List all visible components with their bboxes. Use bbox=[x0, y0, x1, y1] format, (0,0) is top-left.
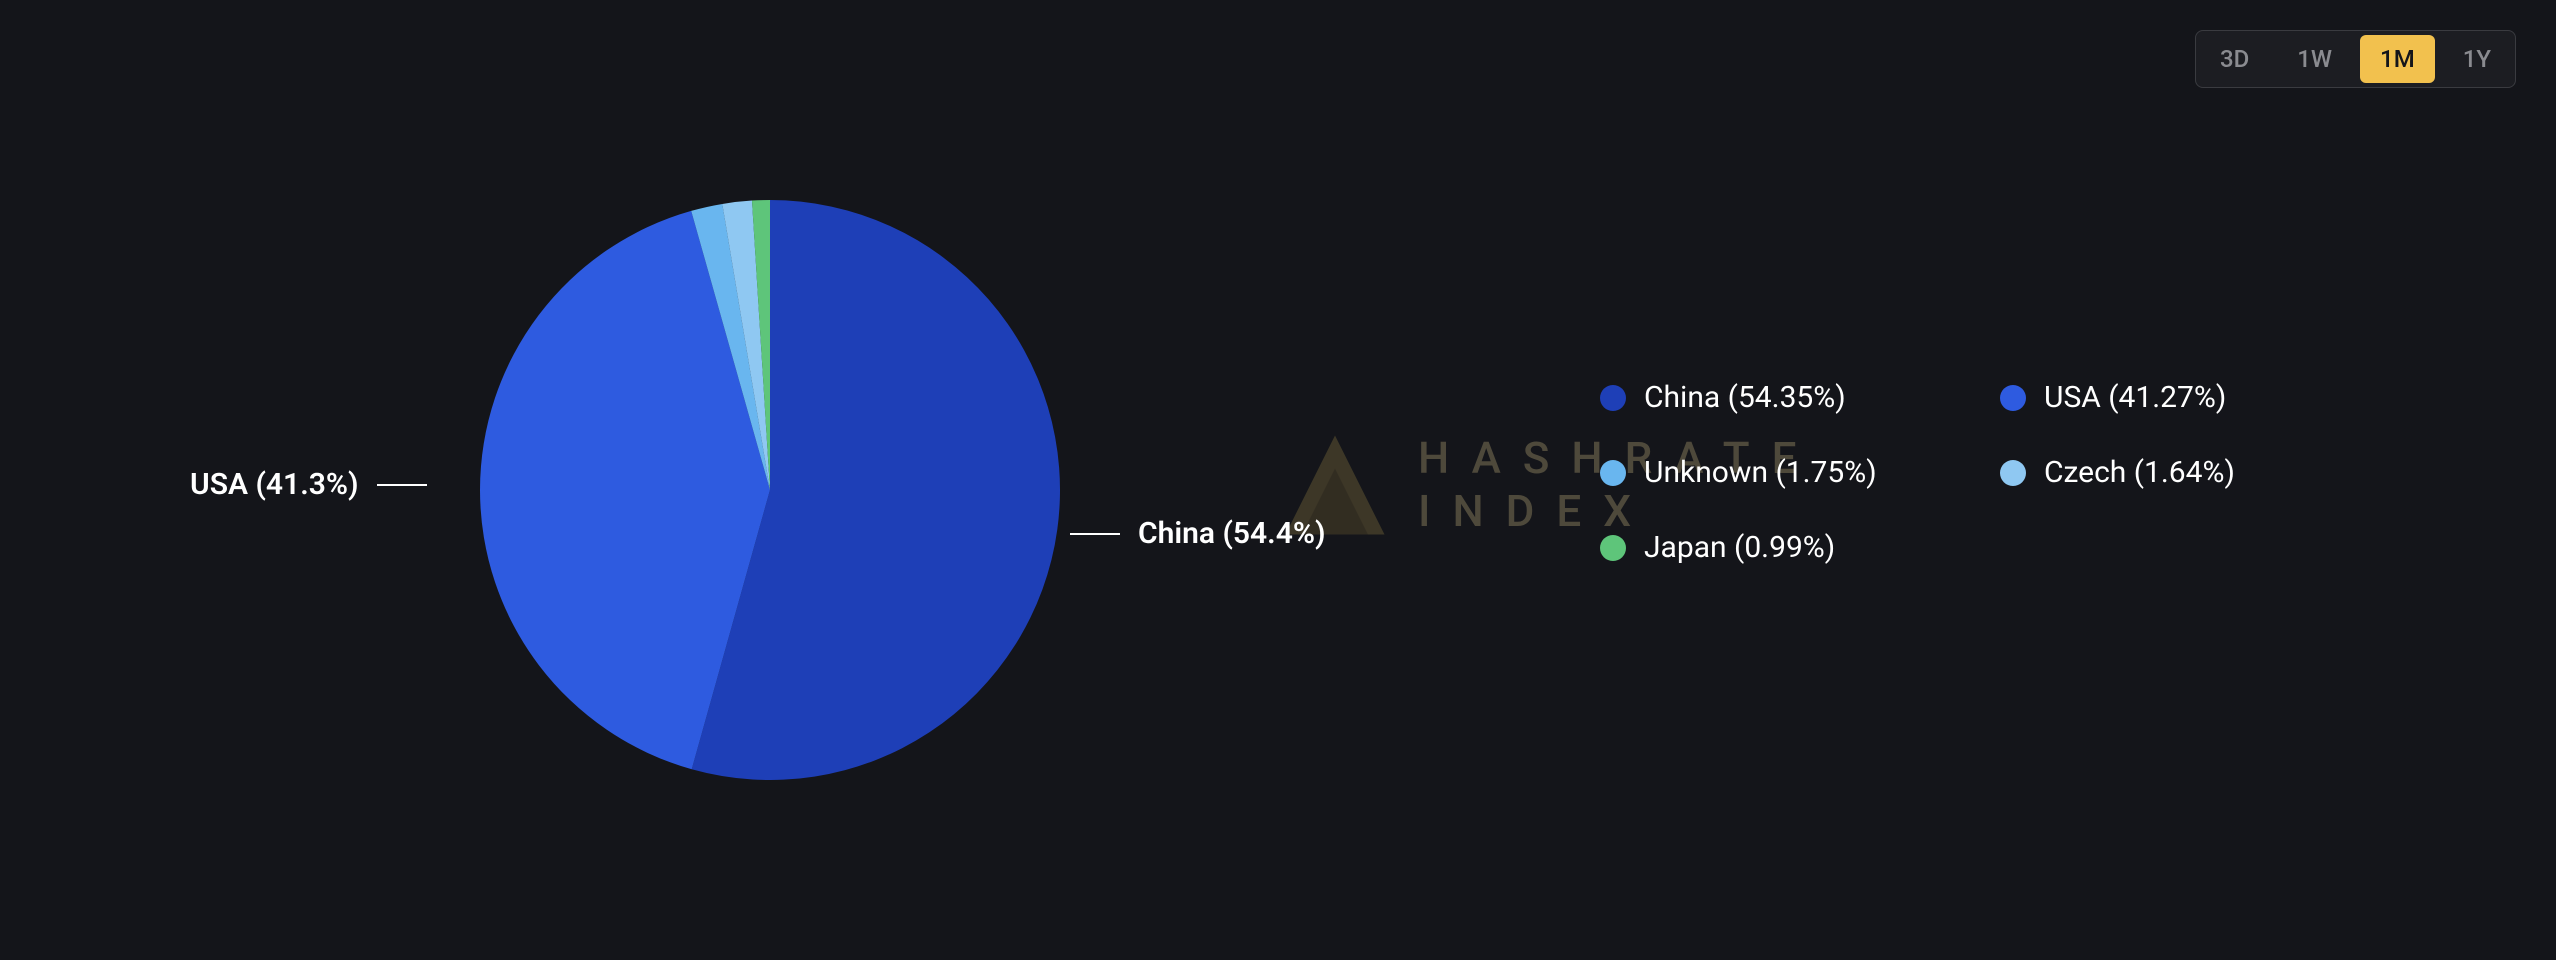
legend: China (54.35%) USA (41.27%) Unknown (1.75%… bbox=[1600, 380, 2320, 565]
legend-label: Japan (0.99%) bbox=[1644, 530, 1835, 565]
legend-label: USA (41.27%) bbox=[2044, 380, 2226, 415]
legend-item[interactable]: China (54.35%) bbox=[1600, 380, 1920, 415]
callout-tick bbox=[377, 484, 427, 486]
callout-label: USA (41.3%) bbox=[190, 467, 359, 502]
legend-item[interactable]: Japan (0.99%) bbox=[1600, 530, 1920, 565]
callout-usa: USA (41.3%) bbox=[190, 467, 427, 502]
callout-label: China (54.4%) bbox=[1138, 516, 1326, 551]
range-option-3d[interactable]: 3D bbox=[2196, 31, 2273, 87]
callout-china: China (54.4%) bbox=[1070, 516, 1326, 551]
range-option-1y[interactable]: 1Y bbox=[2439, 31, 2515, 87]
legend-swatch-icon bbox=[1600, 385, 1626, 411]
legend-label: Unknown (1.75%) bbox=[1644, 455, 1877, 490]
legend-swatch-icon bbox=[1600, 535, 1626, 561]
range-option-1m[interactable]: 1M bbox=[2360, 35, 2435, 83]
legend-swatch-icon bbox=[1600, 460, 1626, 486]
pie-chart bbox=[480, 200, 1060, 780]
legend-swatch-icon bbox=[2000, 385, 2026, 411]
legend-label: Czech (1.64%) bbox=[2044, 455, 2235, 490]
callout-tick bbox=[1070, 533, 1120, 535]
legend-label: China (54.35%) bbox=[1644, 380, 1846, 415]
legend-item[interactable]: USA (41.27%) bbox=[2000, 380, 2320, 415]
range-option-1w[interactable]: 1W bbox=[2273, 31, 2356, 87]
legend-swatch-icon bbox=[2000, 460, 2026, 486]
legend-item[interactable]: Unknown (1.75%) bbox=[1600, 455, 1920, 490]
legend-item[interactable]: Czech (1.64%) bbox=[2000, 455, 2320, 490]
time-range-selector: 3D1W1M1Y bbox=[2195, 30, 2516, 88]
chart-container: HASHRATE INDEX China (54.4%)USA (41.3%) … bbox=[0, 0, 2556, 960]
